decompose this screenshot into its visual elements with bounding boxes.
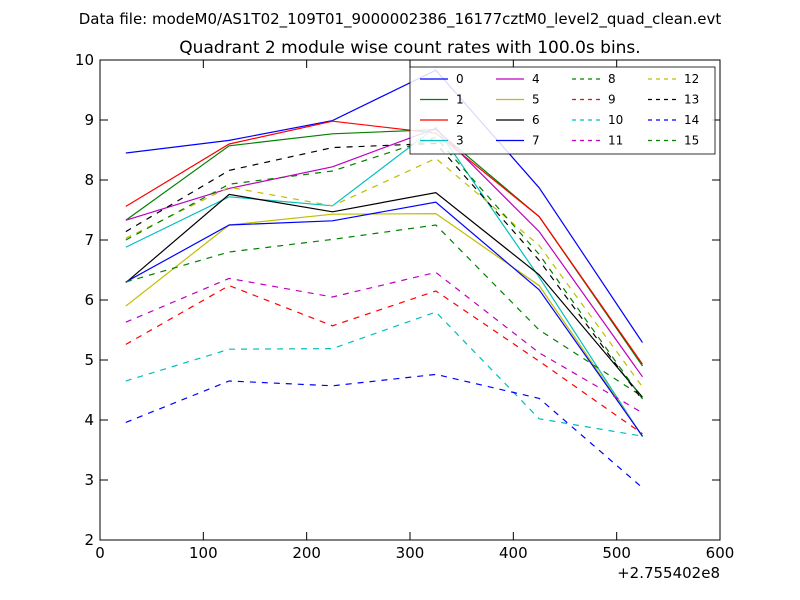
series-line-5 [125, 212, 643, 437]
x-tick-label: 0 [95, 544, 105, 562]
legend-label-11: 11 [608, 134, 623, 148]
x-tick-label: 300 [396, 544, 425, 562]
x-tick-label: 100 [189, 544, 218, 562]
legend-label-8: 8 [608, 72, 616, 86]
legend-label-13: 13 [684, 93, 699, 107]
legend-label-12: 12 [684, 72, 699, 86]
series-layer [125, 69, 644, 489]
series-line-10 [125, 311, 643, 437]
y-tick-label: 2 [84, 531, 94, 549]
y-tick-label: 10 [75, 51, 94, 69]
x-tick-label: 400 [499, 544, 528, 562]
series-line-9 [125, 284, 643, 435]
legend-label-5: 5 [532, 93, 540, 107]
y-tick-label: 9 [84, 111, 94, 129]
series-line-3 [125, 126, 644, 438]
series-line-12 [125, 157, 643, 388]
legend-label-7: 7 [532, 134, 540, 148]
figure-suptitle: Data file: modeM0/AS1T02_109T01_90000023… [79, 10, 722, 29]
series-line-14 [125, 373, 643, 489]
y-tick-label: 8 [84, 171, 94, 189]
series-line-2 [125, 120, 643, 365]
x-offset-label: +2.755402e8 [617, 564, 720, 582]
legend-label-3: 3 [456, 134, 464, 148]
legend-label-0: 0 [456, 72, 464, 86]
legend-label-15: 15 [684, 134, 699, 148]
series-line-15 [125, 136, 643, 400]
series-line-7 [125, 201, 643, 437]
series-line-8 [125, 224, 643, 398]
series-line-6 [125, 191, 643, 398]
legend-label-10: 10 [608, 113, 623, 127]
series-line-13 [125, 142, 643, 401]
y-tick-label: 7 [84, 231, 94, 249]
y-tick-label: 5 [84, 351, 94, 369]
x-tick-label: 200 [292, 544, 321, 562]
y-tick-label: 4 [84, 411, 94, 429]
legend-label-2: 2 [456, 113, 464, 127]
legend-label-6: 6 [532, 113, 540, 127]
chart-title: Quadrant 2 module wise count rates with … [179, 38, 640, 58]
x-tick-label: 500 [602, 544, 631, 562]
y-tick-label: 3 [84, 471, 94, 489]
series-line-0 [125, 69, 643, 343]
legend-label-4: 4 [532, 72, 540, 86]
legend-label-14: 14 [684, 113, 699, 127]
series-line-11 [125, 271, 643, 414]
legend-label-9: 9 [608, 93, 616, 107]
legend-box [409, 66, 716, 155]
legend-label-1: 1 [456, 93, 464, 107]
x-tick-label: 600 [706, 544, 735, 562]
y-tick-label: 6 [84, 291, 94, 309]
